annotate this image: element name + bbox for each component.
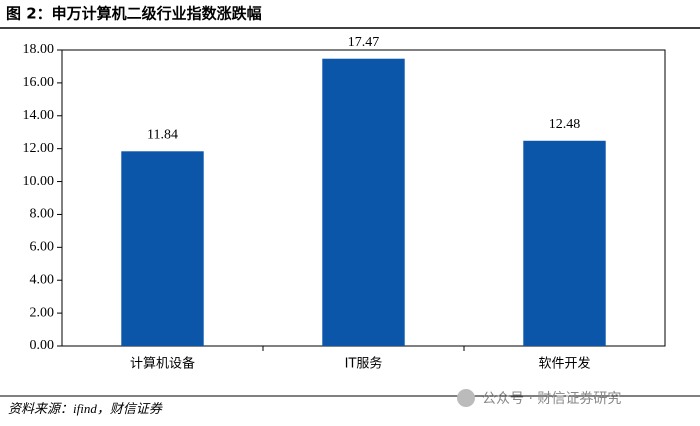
y-tick-label: 16.00 (23, 75, 55, 90)
y-tick-label: 8.00 (30, 207, 55, 222)
y-tick-label: 4.00 (30, 272, 55, 287)
y-tick-label: 18.00 (23, 42, 55, 57)
watermark: 公众号 · 财信证券研究 (482, 391, 621, 407)
value-label: 11.84 (147, 128, 178, 143)
chart-title: 图 2：申万计算机二级行业指数涨跌幅 (6, 5, 262, 23)
value-label: 12.48 (549, 117, 581, 132)
source-note: 资料来源：ifind，财信证券 (8, 401, 163, 416)
y-tick-label: 10.00 (23, 174, 55, 189)
y-tick-label: 12.00 (23, 141, 55, 156)
y-tick-label: 6.00 (30, 240, 55, 255)
watermark-icon (457, 389, 475, 407)
y-tick-label: 0.00 (30, 338, 55, 353)
x-tick-label: 计算机设备 (130, 356, 195, 372)
bar (523, 140, 606, 346)
bar (322, 58, 405, 347)
value-label: 17.47 (348, 35, 380, 50)
y-tick-label: 2.00 (30, 305, 55, 320)
bar (121, 151, 204, 346)
x-tick-label: IT服务 (345, 356, 383, 372)
y-tick-label: 14.00 (23, 108, 55, 123)
x-tick-label: 软件开发 (538, 356, 590, 372)
